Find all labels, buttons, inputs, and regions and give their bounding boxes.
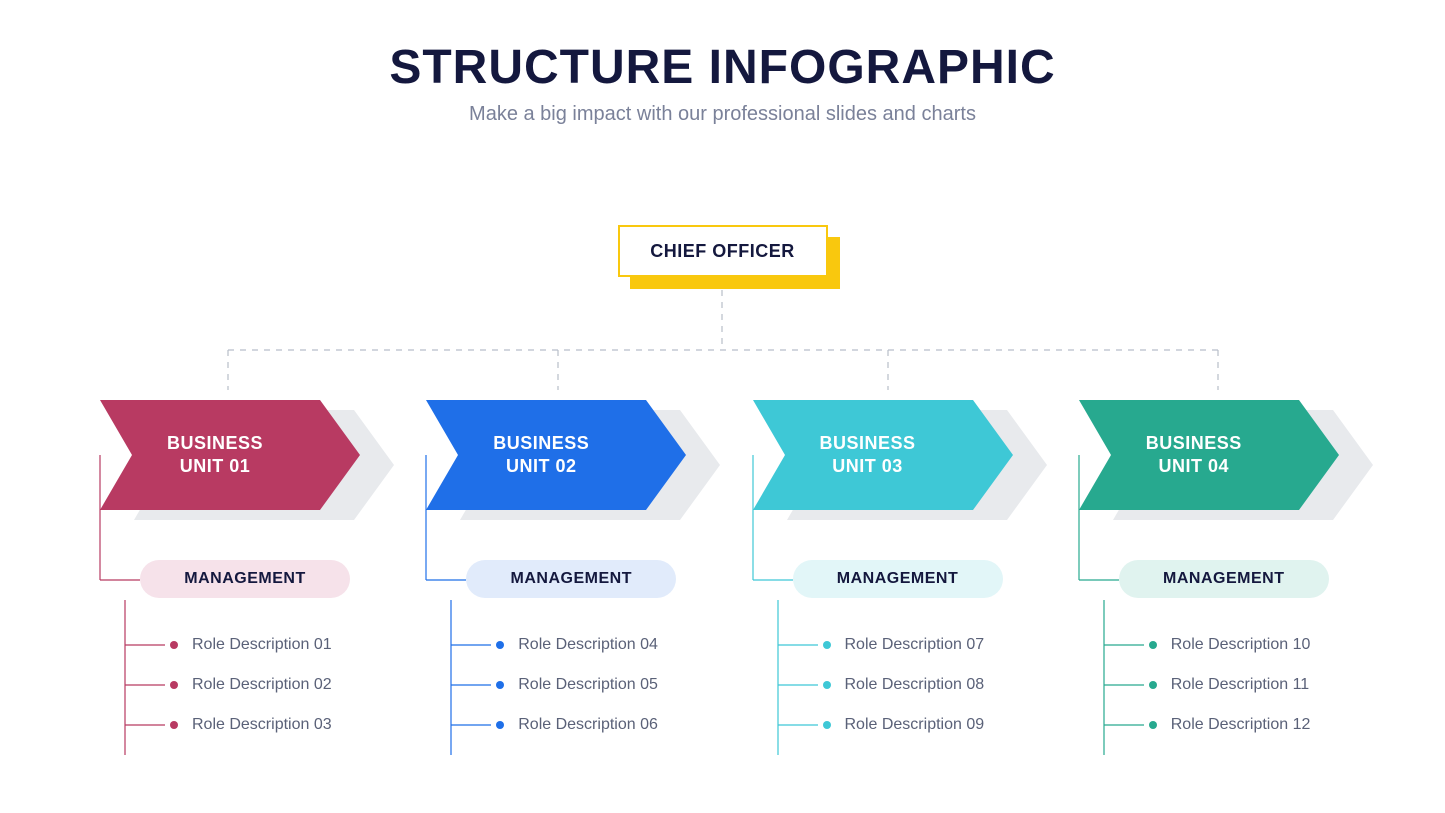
role-item: Role Description 06 [496, 705, 716, 745]
role-label: Role Description 08 [845, 676, 985, 694]
root-node-box: CHIEF OFFICER [618, 225, 828, 277]
role-bullet-icon [823, 721, 831, 729]
role-item: Role Description 11 [1149, 665, 1369, 705]
management-pill: MANAGEMENT [466, 560, 676, 598]
role-item: Role Description 03 [170, 705, 390, 745]
role-bullet-icon [823, 641, 831, 649]
role-label: Role Description 09 [845, 716, 985, 734]
management-pill: MANAGEMENT [1119, 560, 1329, 598]
role-label: Role Description 06 [518, 716, 658, 734]
page-subtitle: Make a big impact with our professional … [0, 103, 1445, 126]
management-pill: MANAGEMENT [793, 560, 1003, 598]
role-item: Role Description 04 [496, 625, 716, 665]
role-item: Role Description 05 [496, 665, 716, 705]
role-item: Role Description 09 [823, 705, 1043, 745]
role-label: Role Description 07 [845, 636, 985, 654]
unit-label: BUSINESS UNIT 01 [100, 400, 330, 510]
page-title: STRUCTURE INFOGRAPHIC [0, 40, 1445, 95]
unit-label: BUSINESS UNIT 04 [1079, 400, 1309, 510]
role-bullet-icon [1149, 681, 1157, 689]
connector-lines [0, 290, 1445, 410]
role-bullet-icon [170, 641, 178, 649]
header: STRUCTURE INFOGRAPHIC Make a big impact … [0, 0, 1445, 126]
role-list: Role Description 04 Role Description 05 Ro… [496, 625, 716, 745]
management-pill: MANAGEMENT [140, 560, 350, 598]
role-label: Role Description 02 [192, 676, 332, 694]
role-bullet-icon [1149, 641, 1157, 649]
role-item: Role Description 10 [1149, 625, 1369, 665]
root-node: CHIEF OFFICER [618, 225, 828, 277]
management-label: MANAGEMENT [837, 570, 958, 588]
role-label: Role Description 12 [1171, 716, 1311, 734]
role-bullet-icon [1149, 721, 1157, 729]
role-item: Role Description 07 [823, 625, 1043, 665]
management-label: MANAGEMENT [511, 570, 632, 588]
role-bullet-icon [496, 641, 504, 649]
role-item: Role Description 02 [170, 665, 390, 705]
role-bullet-icon [170, 681, 178, 689]
role-item: Role Description 12 [1149, 705, 1369, 745]
management-label: MANAGEMENT [184, 570, 305, 588]
management-label: MANAGEMENT [1163, 570, 1284, 588]
role-label: Role Description 01 [192, 636, 332, 654]
role-item: Role Description 08 [823, 665, 1043, 705]
unit-label: BUSINESS UNIT 03 [753, 400, 983, 510]
unit-label: BUSINESS UNIT 02 [426, 400, 656, 510]
root-node-label: CHIEF OFFICER [650, 241, 795, 262]
role-label: Role Description 10 [1171, 636, 1311, 654]
role-bullet-icon [170, 721, 178, 729]
role-label: Role Description 04 [518, 636, 658, 654]
role-label: Role Description 03 [192, 716, 332, 734]
role-list: Role Description 10 Role Description 11 Ro… [1149, 625, 1369, 745]
role-item: Role Description 01 [170, 625, 390, 665]
role-bullet-icon [496, 721, 504, 729]
role-bullet-icon [496, 681, 504, 689]
role-list: Role Description 01 Role Description 02 Ro… [170, 625, 390, 745]
role-bullet-icon [823, 681, 831, 689]
role-list: Role Description 07 Role Description 08 Ro… [823, 625, 1043, 745]
role-label: Role Description 05 [518, 676, 658, 694]
role-label: Role Description 11 [1171, 676, 1309, 694]
